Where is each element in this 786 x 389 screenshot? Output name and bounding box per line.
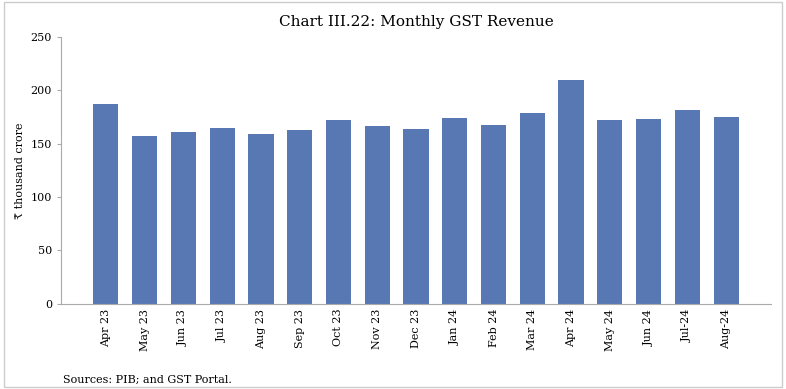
- Bar: [403, 129, 428, 304]
- Bar: [171, 132, 196, 304]
- Bar: [481, 124, 506, 304]
- Bar: [597, 120, 623, 304]
- Bar: [443, 118, 468, 304]
- Y-axis label: ₹ thousand crore: ₹ thousand crore: [15, 122, 25, 219]
- Title: Chart III.22: Monthly GST Revenue: Chart III.22: Monthly GST Revenue: [278, 15, 553, 29]
- Bar: [326, 120, 351, 304]
- Bar: [132, 136, 157, 304]
- Bar: [287, 130, 312, 304]
- Bar: [94, 104, 119, 304]
- Bar: [636, 119, 661, 304]
- Bar: [210, 128, 235, 304]
- Bar: [520, 113, 545, 304]
- Bar: [714, 117, 739, 304]
- Text: Sources: PIB; and GST Portal.: Sources: PIB; and GST Portal.: [63, 375, 232, 385]
- Bar: [248, 134, 274, 304]
- Bar: [558, 80, 584, 304]
- Bar: [365, 126, 390, 304]
- Bar: [674, 110, 700, 304]
